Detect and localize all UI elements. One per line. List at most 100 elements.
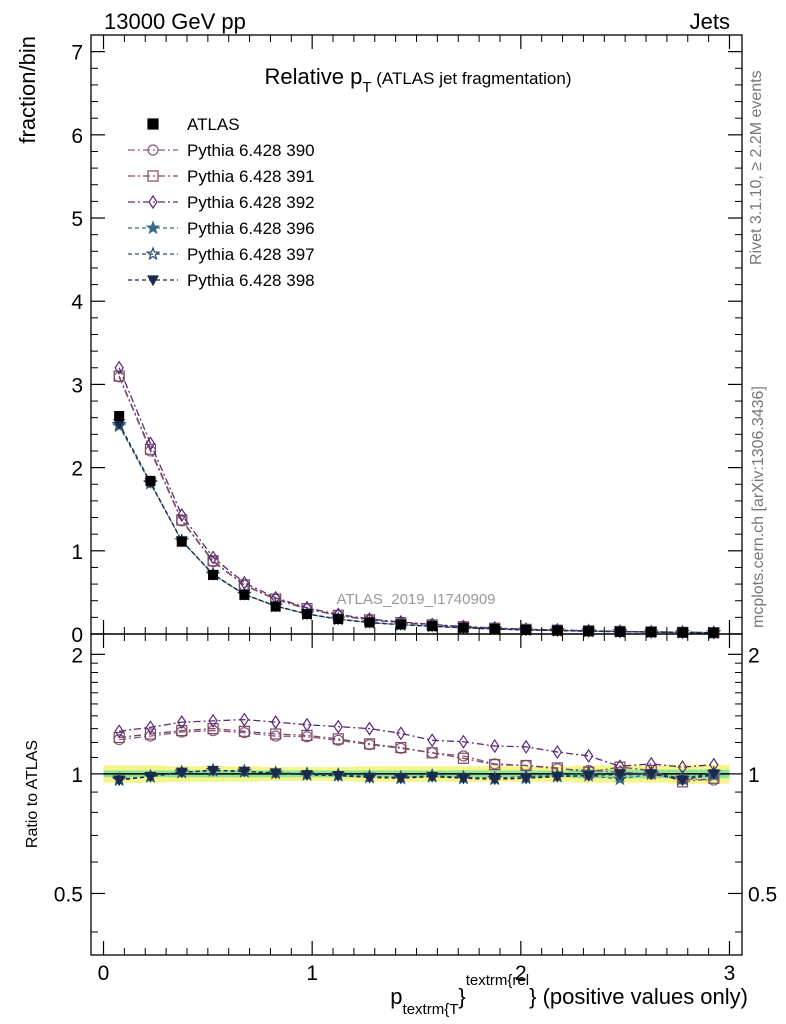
data-point: [395, 619, 406, 630]
ratio-series-point: [333, 719, 343, 734]
ratio-y-axis-label: Ratio to ATLAS: [24, 740, 41, 848]
x-axis-label-subscript: textrm{T: [403, 1001, 459, 1018]
main-series-line: [118, 367, 714, 634]
mcplots-reference-label: mcplots.cern.ch [arXiv:1306.3436]: [750, 386, 767, 628]
ratio-series-point: [269, 768, 282, 780]
data-point: [458, 622, 469, 633]
ratio-series-point: [144, 728, 157, 740]
ratio-axes: 0.5 0.5 1 1 2 2: [54, 634, 777, 955]
ratio-series-point: [364, 721, 375, 736]
ratio-series-point: [176, 725, 188, 737]
legend-label: Pythia 6.428 391: [187, 167, 315, 186]
y-tick-label: 5: [71, 208, 83, 231]
ratio-series-point: [175, 767, 188, 779]
ratio-series-group: [111, 712, 722, 788]
x-axis-label: ptextrm{T}textrm{rel} (positive values o…: [390, 972, 748, 1018]
data-point: [270, 601, 281, 612]
legend-label: Pythia 6.428 397: [187, 245, 315, 264]
main-axes: 0 1 2 3 4 5 6 7: [71, 35, 742, 647]
ratio-series-point: [457, 752, 470, 764]
legend-marker: [145, 246, 161, 261]
legend-label-data: ATLAS: [187, 115, 240, 134]
ratio-series-point: [207, 765, 220, 777]
y-tick-label: 0: [71, 624, 83, 647]
y-axis-label: fraction/bin: [15, 36, 40, 144]
ratio-series-point: [707, 769, 720, 781]
ratio-series-line: [119, 769, 714, 781]
main-series-point: [144, 443, 157, 455]
ratio-series-point: [395, 741, 407, 754]
ratio-series-point: [300, 770, 313, 781]
ratio-series-point: [144, 771, 157, 783]
ratio-series-point: [270, 715, 281, 730]
y-tick-label: 2: [71, 458, 83, 481]
main-data-points: [114, 411, 719, 638]
ratio-series-point: [488, 774, 501, 786]
chart-title: Relative pT (ATLAS jet fragmentation): [264, 64, 571, 96]
chart-title-subscript: T: [362, 79, 371, 96]
ratio-series-point: [457, 773, 470, 785]
legend-marker: [147, 144, 159, 156]
x-axis-label-superscript: textrm{rel: [466, 972, 529, 989]
ratio-series-line: [119, 718, 714, 768]
legend: ATLAS Pythia 6.428 390 Pythia 6.428 391 Pyt…: [128, 115, 315, 290]
ratio-series-point: [583, 748, 594, 763]
ratio-series-point: [426, 747, 438, 759]
y-tick-label: 1: [71, 541, 83, 564]
ratio-series-point: [302, 717, 312, 732]
ratio-series-point: [177, 715, 187, 730]
data-point: [364, 617, 375, 628]
x-tick-label: 1: [306, 962, 318, 985]
chart-title-main: Relative p: [264, 64, 362, 89]
y-tick-label: 6: [71, 125, 83, 148]
x-axis-label-p: p: [390, 984, 402, 1009]
data-point: [552, 625, 563, 636]
ratio-data-band: [103, 764, 730, 784]
ratio-series-point: [552, 744, 563, 760]
data-point: [614, 626, 625, 637]
main-series-point: [114, 360, 124, 375]
ratio-tick-label-right: 0.5: [748, 883, 777, 906]
x-axis-label-tail: } (positive values only): [529, 984, 748, 1009]
main-series-point: [207, 555, 219, 567]
y-tick-label: 3: [71, 374, 83, 397]
legend-marker: [145, 220, 161, 235]
legend-label: Pythia 6.428 390: [187, 141, 315, 160]
ratio-series-point: [363, 772, 376, 784]
main-series-point: [113, 370, 125, 382]
ratio-plot-panel: 0.5 0.5 1 1 2 2: [54, 633, 777, 956]
main-plot-panel: 0 1 2 3 4 5 6 7: [71, 34, 743, 647]
ratio-tick-label-left: 1: [71, 764, 83, 787]
data-point: [145, 475, 156, 486]
main-series-point: [145, 436, 156, 451]
data-point: [239, 589, 250, 600]
data-point: [583, 626, 594, 637]
ratio-plot-frame: [90, 633, 743, 956]
ratio-series-point: [520, 773, 533, 785]
data-point: [489, 623, 500, 634]
x-tick-label: 2: [515, 962, 527, 985]
chart-title-tail: (ATLAS jet fragmentation): [372, 69, 572, 88]
ratio-series-point: [521, 739, 531, 754]
ratio-series-point: [426, 771, 439, 783]
ratio-tick-label-left: 2: [71, 644, 83, 667]
legend-label: Pythia 6.428 398: [187, 271, 315, 290]
data-point: [208, 569, 219, 580]
analysis-watermark: ATLAS_2019_I1740909: [336, 591, 495, 608]
data-point: [646, 627, 657, 638]
ratio-series-point: [208, 713, 218, 728]
ratio-series-point: [145, 720, 156, 735]
ratio-tick-label-left: 0.5: [54, 883, 83, 906]
ratio-tick-label-right: 2: [748, 644, 760, 667]
main-series-point: [208, 550, 218, 565]
ratio-series-point: [363, 738, 376, 750]
ratio-series-point: [332, 771, 345, 782]
legend-label: Pythia 6.428 396: [187, 219, 315, 238]
x-tick-labels: 0 1 2 3: [98, 962, 736, 985]
ratio-series-point: [645, 769, 658, 781]
data-point: [677, 627, 688, 638]
data-point: [176, 536, 187, 547]
ratio-tick-label-right: 1: [748, 764, 760, 787]
legend-marker: [146, 275, 160, 287]
